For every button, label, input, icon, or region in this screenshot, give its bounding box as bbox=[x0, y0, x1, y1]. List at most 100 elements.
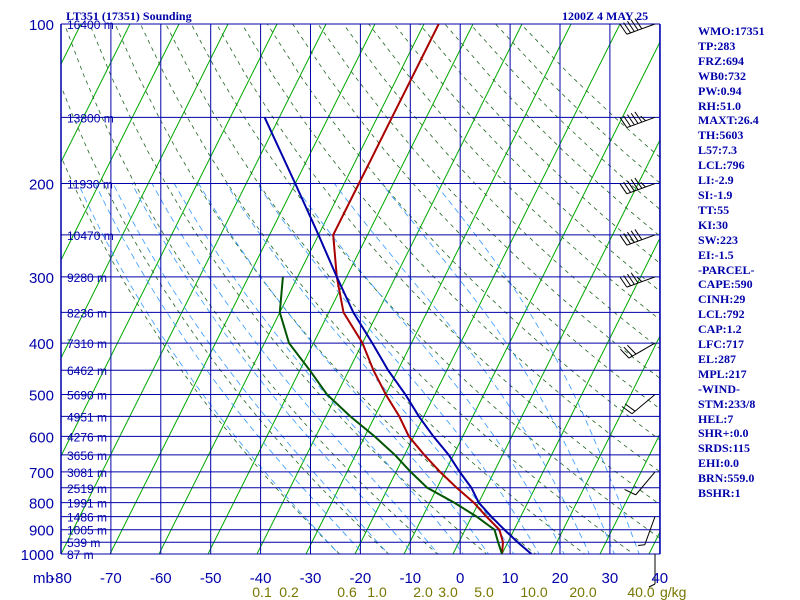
height-label: 2519 m bbox=[67, 482, 107, 496]
sounding-index: LCL:796 bbox=[698, 158, 745, 173]
pressure-tick-label: 1000 bbox=[21, 547, 54, 564]
sounding-index: MPL:217 bbox=[698, 366, 747, 381]
moist-adiabat bbox=[198, 183, 490, 554]
dry-adiabat bbox=[241, 24, 660, 473]
temperature-tick-label: -80 bbox=[50, 570, 72, 587]
height-label: 539 m bbox=[67, 536, 100, 550]
wind-barb bbox=[638, 516, 656, 547]
height-label: 5690 m bbox=[67, 388, 107, 402]
mixing-ratio-label: 10.0 bbox=[520, 584, 547, 600]
pressure-tick-label: 400 bbox=[29, 336, 54, 353]
moist-adiabat bbox=[292, 183, 565, 554]
dry-adiabat bbox=[368, 24, 660, 321]
isotherm-line bbox=[599, 432, 660, 554]
pressure-tick-label: 500 bbox=[29, 387, 54, 404]
height-label: 87 m bbox=[67, 548, 94, 562]
series bbox=[263, 24, 533, 554]
isotherm-line bbox=[550, 334, 660, 554]
isotherm-line bbox=[109, 24, 376, 554]
wind-barb bbox=[624, 471, 656, 496]
sounding-index: SRDS:115 bbox=[698, 441, 751, 456]
sounding-index: CAPE:590 bbox=[698, 277, 753, 292]
mixing-ratio-label: 0.2 bbox=[279, 584, 299, 600]
pressure-unit-label: mb bbox=[33, 570, 54, 587]
temperature-tick-label: -30 bbox=[300, 570, 322, 587]
temperature-tick-label: 40 bbox=[651, 570, 668, 587]
sounding-index: TH:5603 bbox=[698, 128, 744, 143]
temperature-tick-label: -20 bbox=[350, 570, 372, 587]
moist-adiabat bbox=[77, 183, 340, 554]
mixing-ratio-label: 0.1 bbox=[252, 584, 272, 600]
dry-adiabat bbox=[114, 24, 537, 554]
dry-adiabat bbox=[216, 24, 660, 506]
pressure-tick-label: 100 bbox=[29, 17, 54, 34]
temperature-tick-label: 10 bbox=[502, 570, 519, 587]
sounding-index: L57:7.3 bbox=[698, 143, 737, 158]
sounding-index: BRN:559.0 bbox=[698, 471, 755, 486]
sounding-index: EHI:0.0 bbox=[698, 456, 740, 471]
grid bbox=[60, 23, 661, 555]
isotherm-line bbox=[61, 24, 278, 458]
mixing-ratio-label: 5.0 bbox=[474, 584, 494, 600]
sounding-index: LI:-2.9 bbox=[698, 173, 734, 188]
dry-adiabat bbox=[266, 24, 660, 441]
sounding-index: TT:55 bbox=[698, 202, 730, 217]
temperature-tick-label: 30 bbox=[602, 570, 619, 587]
isotherm-line bbox=[354, 24, 621, 554]
sounding-index: EL:287 bbox=[698, 351, 737, 366]
sounding-index: -PARCEL- bbox=[698, 262, 755, 277]
height-label: 1991 m bbox=[67, 497, 107, 511]
dry-adiabat bbox=[89, 24, 488, 554]
height-label: 4951 m bbox=[67, 410, 107, 424]
wind-barb bbox=[619, 229, 656, 246]
wind-barb bbox=[619, 18, 656, 35]
guide-lines bbox=[61, 24, 660, 554]
moist-adiabat bbox=[256, 183, 540, 554]
mixing-ratio-label: 20.0 bbox=[569, 584, 596, 600]
series-temperature bbox=[332, 24, 505, 554]
sounding-index: HEL:7 bbox=[698, 411, 734, 426]
height-label: 7310 m bbox=[67, 337, 107, 351]
sounding-index: CINH:29 bbox=[698, 292, 746, 307]
height-label: 13800 m bbox=[67, 111, 114, 125]
sounding-index: KI:30 bbox=[698, 217, 728, 232]
sounding-index: -WIND- bbox=[698, 381, 740, 396]
height-label: 3081 m bbox=[67, 466, 107, 480]
wind-barb bbox=[619, 177, 656, 195]
isotherm-line bbox=[61, 24, 131, 164]
mixing-ratio-label: 0.6 bbox=[337, 584, 357, 600]
dry-adiabat bbox=[190, 24, 660, 539]
isotherm-line bbox=[207, 24, 474, 554]
dry-adiabat bbox=[64, 24, 439, 554]
sounding-index: SI:-1.9 bbox=[698, 187, 733, 202]
mixing-ratio-label: 1.0 bbox=[367, 584, 387, 600]
sounding-index: FRZ:694 bbox=[698, 53, 744, 68]
height-label: 1486 m bbox=[67, 511, 107, 525]
series-parcel bbox=[263, 116, 533, 554]
height-label: 4276 m bbox=[67, 430, 107, 444]
temperature-tick-label: -40 bbox=[250, 570, 272, 587]
sounding-index: LFC:717 bbox=[698, 337, 744, 352]
height-label: 3656 m bbox=[67, 449, 107, 463]
sounding-index: STM:233/8 bbox=[698, 396, 756, 411]
moist-adiabat bbox=[381, 183, 615, 554]
dry-adiabat bbox=[393, 24, 660, 292]
isotherm-line bbox=[61, 24, 327, 554]
moist-adiabat bbox=[131, 183, 414, 554]
pressure-tick-label: 300 bbox=[29, 270, 54, 287]
dry-adiabat bbox=[292, 24, 660, 410]
isotherm-line bbox=[158, 24, 425, 554]
mixing-ratio-label: 3.0 bbox=[438, 584, 458, 600]
mixing-ratio-label: 40.0 bbox=[627, 584, 654, 600]
wind-barbs bbox=[619, 18, 656, 588]
height-label: 1005 m bbox=[67, 524, 107, 538]
temperature-tick-label: -60 bbox=[150, 570, 172, 587]
mixing-ratio-label: 2.0 bbox=[413, 584, 433, 600]
moist-adiabat bbox=[112, 183, 389, 554]
pressure-tick-label: 800 bbox=[29, 496, 54, 513]
temperature-tick-label: 20 bbox=[552, 570, 569, 587]
dry-adiabat bbox=[61, 84, 390, 554]
moist-adiabat bbox=[151, 183, 439, 554]
